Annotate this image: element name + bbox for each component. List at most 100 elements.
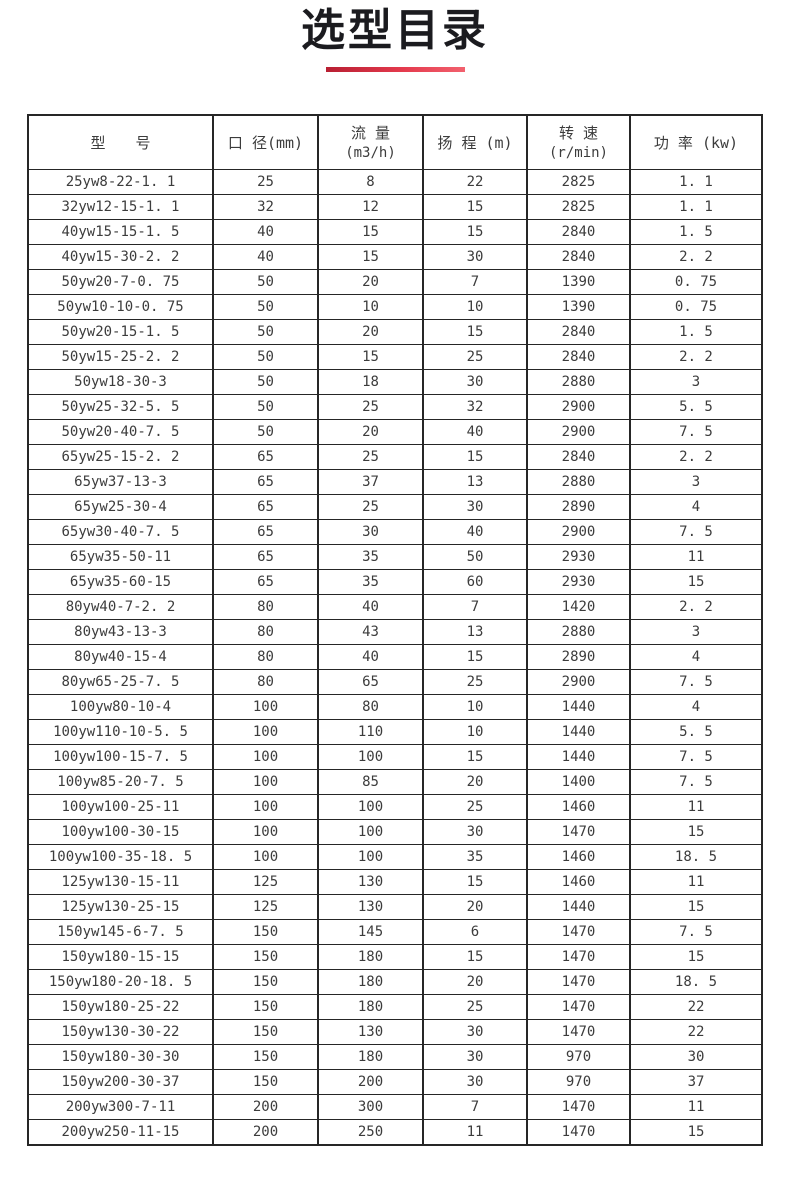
table-cell-speed_rmin: 2900 <box>526 519 631 546</box>
table-cell-power_kw: 37 <box>629 1069 763 1096</box>
table-cell-speed_rmin: 970 <box>526 1069 631 1096</box>
table-cell-power_kw: 0. 75 <box>629 269 763 296</box>
model-cell: 150yw200-30-37 <box>27 1069 214 1096</box>
table-cell-diameter_mm: 80 <box>212 669 319 696</box>
model-cell: 80yw43-13-3 <box>27 619 214 646</box>
table-row: 50yw25-32-5. 5 50 25 32 2900 5. 5 <box>27 394 763 421</box>
table-cell-diameter_mm: 50 <box>212 319 319 346</box>
table-cell-diameter_mm: 80 <box>212 619 319 646</box>
table-cell-head_m: 40 <box>422 419 528 446</box>
table-row: 80yw43-13-3 80 43 13 2880 3 <box>27 619 763 646</box>
table-cell-head_m: 13 <box>422 469 528 496</box>
table-cell-power_kw: 2. 2 <box>629 244 763 271</box>
table-header-row: 型 号口 径(mm) 流 量 (m3/h) 扬 程 (m) 转 速 (r/min) 功 率 … <box>27 114 763 171</box>
table-cell-speed_rmin: 1440 <box>526 894 631 921</box>
table-cell-power_kw: 4 <box>629 494 763 521</box>
table-cell-diameter_mm: 150 <box>212 1019 319 1046</box>
table-cell-flow_m3h: 100 <box>317 819 424 846</box>
table-cell-power_kw: 4 <box>629 694 763 721</box>
table-cell-head_m: 11 <box>422 1119 528 1146</box>
model-cell: 50yw25-32-5. 5 <box>27 394 214 421</box>
model-cell: 100yw80-10-4 <box>27 694 214 721</box>
table-cell-head_m: 22 <box>422 169 528 196</box>
table-cell-flow_m3h: 25 <box>317 494 424 521</box>
model-cell: 65yw35-50-11 <box>27 544 214 571</box>
table-cell-diameter_mm: 200 <box>212 1094 319 1121</box>
table-cell-head_m: 30 <box>422 369 528 396</box>
table-cell-diameter_mm: 65 <box>212 444 319 471</box>
model-cell: 150yw130-30-22 <box>27 1019 214 1046</box>
table-cell-flow_m3h: 130 <box>317 1019 424 1046</box>
table-cell-speed_rmin: 2880 <box>526 619 631 646</box>
table-cell-speed_rmin: 2880 <box>526 369 631 396</box>
table-row: 80yw40-15-4 80 40 15 2890 4 <box>27 644 763 671</box>
model-cell: 200yw300-7-11 <box>27 1094 214 1121</box>
table-cell-diameter_mm: 100 <box>212 744 319 771</box>
table-row: 100yw100-35-18. 5 100 100 35 1460 18. 5 <box>27 844 763 871</box>
model-cell: 100yw85-20-7. 5 <box>27 769 214 796</box>
table-cell-head_m: 20 <box>422 894 528 921</box>
table-cell-power_kw: 15 <box>629 1119 763 1146</box>
table-cell-power_kw: 1. 1 <box>629 169 763 196</box>
table-cell-power_kw: 2. 2 <box>629 594 763 621</box>
model-cell: 65yw25-15-2. 2 <box>27 444 214 471</box>
table-cell-diameter_mm: 65 <box>212 469 319 496</box>
table-cell-flow_m3h: 35 <box>317 569 424 596</box>
model-cell: 50yw10-10-0. 75 <box>27 294 214 321</box>
table-cell-flow_m3h: 200 <box>317 1069 424 1096</box>
table-row: 25yw8-22-1. 1 25 8 22 2825 1. 1 <box>27 169 763 196</box>
table-cell-speed_rmin: 1470 <box>526 1119 631 1146</box>
table-row: 65yw25-15-2. 2 65 25 15 2840 2. 2 <box>27 444 763 471</box>
table-row: 150yw180-20-18. 5 150 180 20 1470 18. 5 <box>27 969 763 996</box>
table-cell-speed_rmin: 1440 <box>526 694 631 721</box>
table-cell-diameter_mm: 80 <box>212 644 319 671</box>
table-cell-speed_rmin: 2825 <box>526 194 631 221</box>
table-cell-head_m: 30 <box>422 1069 528 1096</box>
table-cell-power_kw: 4 <box>629 644 763 671</box>
table-cell-flow_m3h: 37 <box>317 469 424 496</box>
column-header-model: 型 号 <box>27 114 214 171</box>
table-cell-diameter_mm: 50 <box>212 394 319 421</box>
table-row: 50yw15-25-2. 2 50 15 25 2840 2. 2 <box>27 344 763 371</box>
table-cell-flow_m3h: 20 <box>317 419 424 446</box>
table-row: 125yw130-25-15 125 130 20 1440 15 <box>27 894 763 921</box>
table-cell-flow_m3h: 30 <box>317 519 424 546</box>
table-cell-diameter_mm: 100 <box>212 819 319 846</box>
table-cell-speed_rmin: 1460 <box>526 794 631 821</box>
table-cell-flow_m3h: 250 <box>317 1119 424 1146</box>
table-cell-head_m: 25 <box>422 994 528 1021</box>
table-cell-speed_rmin: 1390 <box>526 294 631 321</box>
table-cell-speed_rmin: 2840 <box>526 219 631 246</box>
table-cell-head_m: 35 <box>422 844 528 871</box>
model-cell: 65yw37-13-3 <box>27 469 214 496</box>
table-cell-power_kw: 15 <box>629 894 763 921</box>
table-cell-diameter_mm: 150 <box>212 1044 319 1071</box>
table-cell-flow_m3h: 100 <box>317 744 424 771</box>
table-cell-head_m: 20 <box>422 769 528 796</box>
table-cell-power_kw: 15 <box>629 944 763 971</box>
table-cell-power_kw: 30 <box>629 1044 763 1071</box>
model-cell: 125yw130-25-15 <box>27 894 214 921</box>
table-cell-flow_m3h: 8 <box>317 169 424 196</box>
table-cell-power_kw: 22 <box>629 994 763 1021</box>
table-cell-diameter_mm: 200 <box>212 1119 319 1146</box>
table-cell-diameter_mm: 32 <box>212 194 319 221</box>
table-cell-power_kw: 2. 2 <box>629 344 763 371</box>
table-row: 100yw100-30-15 100 100 30 1470 15 <box>27 819 763 846</box>
table-cell-flow_m3h: 180 <box>317 969 424 996</box>
table-cell-head_m: 32 <box>422 394 528 421</box>
page-title: 选型目录 <box>301 5 489 56</box>
model-cell: 100yw100-15-7. 5 <box>27 744 214 771</box>
column-header-diameter_mm: 口 径(mm) <box>212 114 319 171</box>
table-cell-flow_m3h: 20 <box>317 269 424 296</box>
table-cell-flow_m3h: 85 <box>317 769 424 796</box>
table-row: 50yw10-10-0. 75 50 10 10 1390 0. 75 <box>27 294 763 321</box>
table-cell-diameter_mm: 65 <box>212 519 319 546</box>
table-cell-speed_rmin: 1470 <box>526 819 631 846</box>
table-cell-power_kw: 3 <box>629 369 763 396</box>
table-cell-speed_rmin: 2840 <box>526 344 631 371</box>
table-cell-head_m: 15 <box>422 869 528 896</box>
table-cell-flow_m3h: 130 <box>317 869 424 896</box>
table-cell-flow_m3h: 10 <box>317 294 424 321</box>
